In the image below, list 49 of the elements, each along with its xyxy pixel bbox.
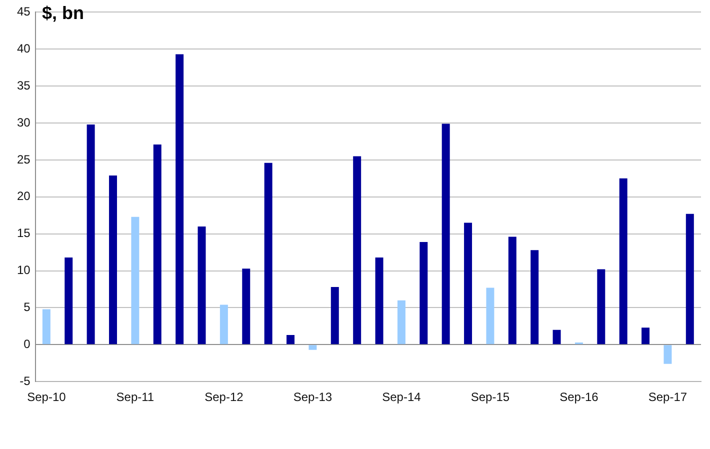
bar: [552, 330, 561, 344]
bar: [86, 124, 95, 344]
bar: [375, 257, 384, 344]
bar: [397, 300, 406, 344]
bar: [286, 335, 295, 344]
bar: [42, 309, 50, 344]
y-tick-label: 40: [16, 41, 31, 56]
bar: [176, 54, 184, 344]
y-tick-label: 5: [24, 300, 31, 314]
bar: [264, 162, 272, 344]
y-tick-label: 20: [16, 189, 31, 204]
bar: [308, 345, 317, 350]
y-tick-label: 10: [16, 263, 31, 278]
bar: [530, 250, 539, 344]
bar: [420, 242, 428, 344]
x-tick-label: Sep-14: [382, 390, 422, 404]
bar: [597, 269, 606, 344]
bar: [131, 216, 140, 344]
bar: [619, 178, 628, 344]
bar: [220, 304, 228, 344]
x-tick-label: Sep-17: [648, 390, 688, 404]
x-tick-label: Sep-11: [116, 390, 154, 404]
bar: [330, 287, 339, 344]
y-tick-label: 25: [16, 152, 31, 166]
y-tick-label: 15: [16, 226, 31, 240]
y-tick-label: -5: [20, 374, 31, 388]
bar: [64, 257, 73, 344]
bar: [442, 124, 450, 344]
bar: [486, 288, 494, 344]
x-tick-label: Sep-15: [470, 390, 510, 404]
bar: [508, 236, 516, 344]
bar: [464, 222, 472, 344]
y-tick-label: 45: [16, 4, 31, 19]
bar: [353, 156, 362, 344]
bar: [642, 328, 650, 344]
bar: [664, 345, 672, 364]
bar: [198, 226, 206, 344]
y-tick-label: 35: [16, 78, 31, 92]
bar: [686, 214, 694, 344]
x-tick-label: Sep-16: [560, 390, 599, 404]
x-tick-label: Sep-12: [204, 390, 244, 404]
bar: [242, 268, 250, 344]
bar: [153, 144, 162, 344]
y-tick-label: 0: [24, 336, 31, 351]
y-axis-title: $, bn: [42, 3, 84, 24]
x-tick-label: Sep-10: [27, 390, 66, 404]
y-tick-label: 30: [16, 115, 31, 130]
x-tick-label: Sep-13: [293, 390, 332, 404]
bar: [109, 175, 117, 344]
